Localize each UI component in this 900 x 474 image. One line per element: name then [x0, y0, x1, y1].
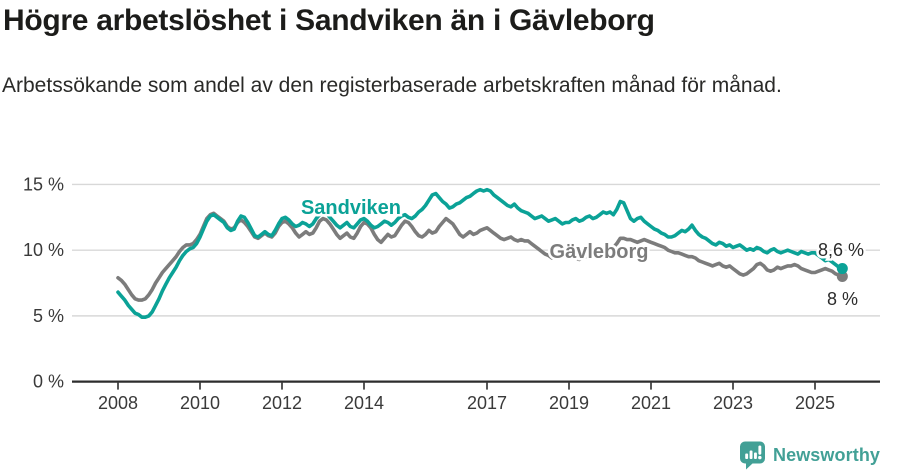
unemployment-line-chart: 0 % 5 % 10 % 15 % 2008 2010 2012 2014 2017 2019 20…: [23, 174, 880, 413]
x-axis-label-2023: 2023: [713, 393, 753, 413]
x-axis-label-2008: 2008: [98, 393, 138, 413]
series-label-gävleborg: Gävleborg: [550, 241, 649, 263]
x-axis-label-2021: 2021: [631, 393, 671, 413]
end-value-label-gävleborg: 8 %: [827, 289, 858, 309]
y-axis-label-10: 10 %: [23, 240, 64, 260]
logo-exclamation-dot: [758, 455, 762, 460]
chart-subtitle: Arbetssökande som andel av den registerb…: [2, 74, 782, 97]
newsworthy-logo-icon: [740, 441, 765, 470]
series-label-sandviken: Sandviken: [301, 197, 401, 219]
newsworthy-wordmark: Newsworthy: [773, 445, 881, 465]
x-axis-label-2012: 2012: [262, 393, 302, 413]
x-axis-label-2014: 2014: [344, 393, 384, 413]
logo-bar-2: [749, 450, 753, 459]
newsworthy-branding: Newsworthy: [739, 441, 880, 470]
x-axis-label-2019: 2019: [549, 393, 589, 413]
chart-area: 0 % 5 % 10 % 15 % 2008 2010 2012 2014 2017 2019 20…: [0, 155, 900, 430]
logo-exclamation-stem: [758, 445, 762, 455]
end-value-label-sandviken: 8,6 %: [818, 240, 864, 260]
y-axis-label-5: 5 %: [33, 306, 64, 326]
logo-bar-3: [754, 452, 757, 459]
logo-bar-1: [745, 453, 749, 459]
series-end-dot-sandviken: [836, 263, 848, 275]
y-axis-label-0: 0 %: [33, 372, 64, 392]
x-axis-label-2017: 2017: [467, 393, 507, 413]
series-line-sandviken: [116, 187, 845, 319]
series-end-dot-gävleborg: [836, 270, 848, 282]
page-title: Högre arbetslöshet i Sandviken än i Gävl…: [3, 4, 655, 37]
x-axis-label-2025: 2025: [795, 393, 835, 413]
x-axis-label-2010: 2010: [180, 393, 220, 413]
y-axis-label-15: 15 %: [23, 174, 64, 194]
